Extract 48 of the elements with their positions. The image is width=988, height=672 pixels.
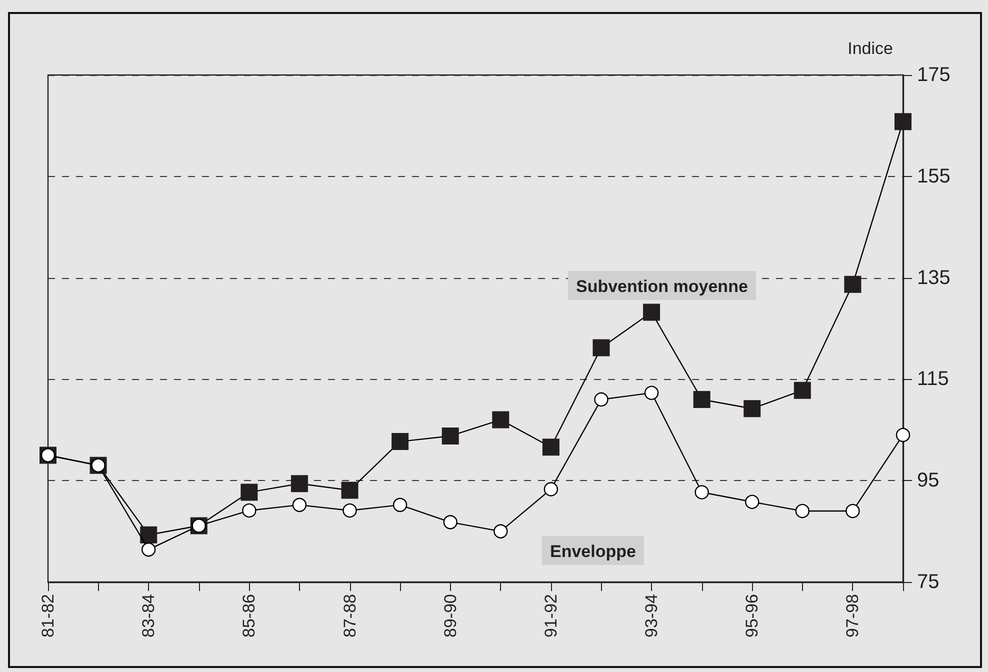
point: [745, 494, 760, 509]
point: [846, 504, 860, 518]
x-tick-label: 85-86: [240, 594, 259, 638]
x-tick-label: 91-92: [541, 594, 560, 638]
y-tick-label: 95: [917, 470, 940, 492]
y-tick-label: 115: [917, 368, 949, 390]
point: [542, 438, 560, 456]
x-tick-label: 87-88: [340, 594, 360, 638]
point: [140, 526, 158, 544]
point: [142, 542, 156, 557]
point: [292, 498, 307, 512]
x-tick-label: 89-90: [440, 594, 460, 638]
point: [894, 113, 912, 130]
point: [242, 503, 256, 518]
x-tick-label: 81-82: [38, 594, 58, 638]
point: [795, 504, 810, 518]
x-tick-label: 93-94: [642, 594, 662, 638]
point: [594, 392, 608, 407]
point: [342, 503, 357, 518]
y-tick-label: 135: [917, 266, 950, 289]
point: [844, 276, 862, 293]
point: [544, 482, 558, 496]
point: [896, 428, 910, 442]
point: [492, 411, 510, 428]
point: [341, 482, 358, 499]
y-tick-label: 155: [917, 165, 950, 188]
point: [442, 427, 459, 444]
x-tick-label: 97-98: [843, 594, 862, 638]
point: [494, 524, 508, 538]
point: [794, 382, 811, 399]
point: [392, 433, 409, 450]
point: [643, 304, 660, 321]
point: [443, 515, 458, 530]
y-tick-label: 75: [917, 571, 940, 593]
point: [644, 386, 659, 400]
x-tick-label: 95-96: [742, 594, 762, 638]
point: [694, 485, 709, 500]
point: [290, 475, 308, 492]
point: [240, 484, 258, 501]
point: [744, 400, 761, 418]
point: [592, 339, 610, 356]
x-tick-label: 83-84: [139, 594, 158, 638]
y-axis-title: Indice: [848, 39, 893, 58]
point: [693, 390, 710, 408]
point: [392, 498, 408, 512]
series-label: Subvention moyenne: [576, 277, 748, 296]
text: Enveloppe: [550, 542, 636, 561]
y-tick-label: 175: [917, 64, 950, 86]
